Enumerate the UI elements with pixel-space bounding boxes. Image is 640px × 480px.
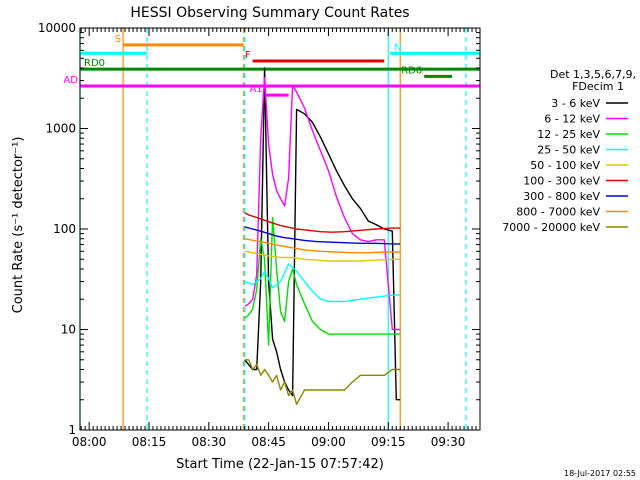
legend-label-4: 50 - 100 keV: [530, 159, 600, 172]
legend-header-0: Det 1,3,5,6,7,9,: [550, 68, 636, 81]
legend-label-7: 800 - 7000 keV: [516, 206, 600, 219]
legend-label-3: 25 - 50 keV: [537, 144, 600, 157]
legend-label-2: 12 - 25 keV: [537, 128, 600, 141]
x-tick-label-4: 09:00: [311, 435, 346, 449]
y-tick-label-0: 1: [68, 423, 76, 437]
series-line-6: [244, 226, 401, 245]
legend-label-1: 6 - 12 keV: [544, 113, 600, 126]
series-line-0: [244, 67, 401, 401]
y-tick-label-2: 100: [53, 222, 76, 236]
legend: Det 1,3,5,6,7,9,FDecim 1 3 - 6 keV 6 - 12 …: [502, 68, 636, 234]
footer-timestamp: 18-Jul-2017 02:55: [564, 469, 636, 478]
series-line-4: [244, 250, 401, 262]
legend-header-1: FDecim 1: [572, 80, 624, 93]
x-tick-label-5: 09:15: [371, 435, 406, 449]
legend-label-8: 7000 - 20000 keV: [502, 221, 600, 234]
x-tick-label-1: 08:15: [132, 435, 167, 449]
chart-title: HESSI Observing Summary Count Rates: [130, 5, 409, 21]
series-line-1: [244, 77, 401, 331]
flag-label-RD0: RD0: [84, 58, 105, 69]
x-axis-label: Start Time (22-Jan-15 07:57:42): [176, 457, 384, 472]
x-tick-label-3: 08:45: [251, 435, 286, 449]
y-axis-label: Count Rate (s⁻¹ detector⁻¹): [11, 137, 26, 314]
flag-label-S: S: [115, 34, 121, 45]
legend-label-0: 3 - 6 keV: [551, 97, 600, 110]
flag-label-N: N: [394, 42, 401, 53]
flag-label-A1: A1: [249, 84, 262, 95]
x-tick-label-6: 09:30: [431, 435, 466, 449]
flag-label-F: F: [245, 50, 251, 61]
legend-label-6: 300 - 800 keV: [523, 190, 600, 203]
y-tick-label-3: 1000: [45, 122, 76, 136]
series-line-3: [244, 263, 401, 303]
flag-label-RD6: RD6: [401, 65, 422, 76]
series-line-8: [244, 359, 401, 405]
y-tick-label-4: 10000: [38, 21, 76, 35]
legend-label-5: 100 - 300 keV: [523, 175, 600, 188]
x-tick-label-0: 08:00: [72, 435, 107, 449]
x-tick-label-2: 08:30: [192, 435, 227, 449]
flag-label-AD: AD: [63, 75, 78, 86]
y-tick-label-1: 10: [61, 323, 76, 337]
plot-area: S N F RD0 RD6 AD A1 08:00 08:15 08:30 08:45 09:00 09…: [38, 21, 481, 449]
series-line-7: [244, 238, 401, 254]
series-line-5: [244, 212, 401, 233]
series-line-2: [244, 216, 401, 346]
